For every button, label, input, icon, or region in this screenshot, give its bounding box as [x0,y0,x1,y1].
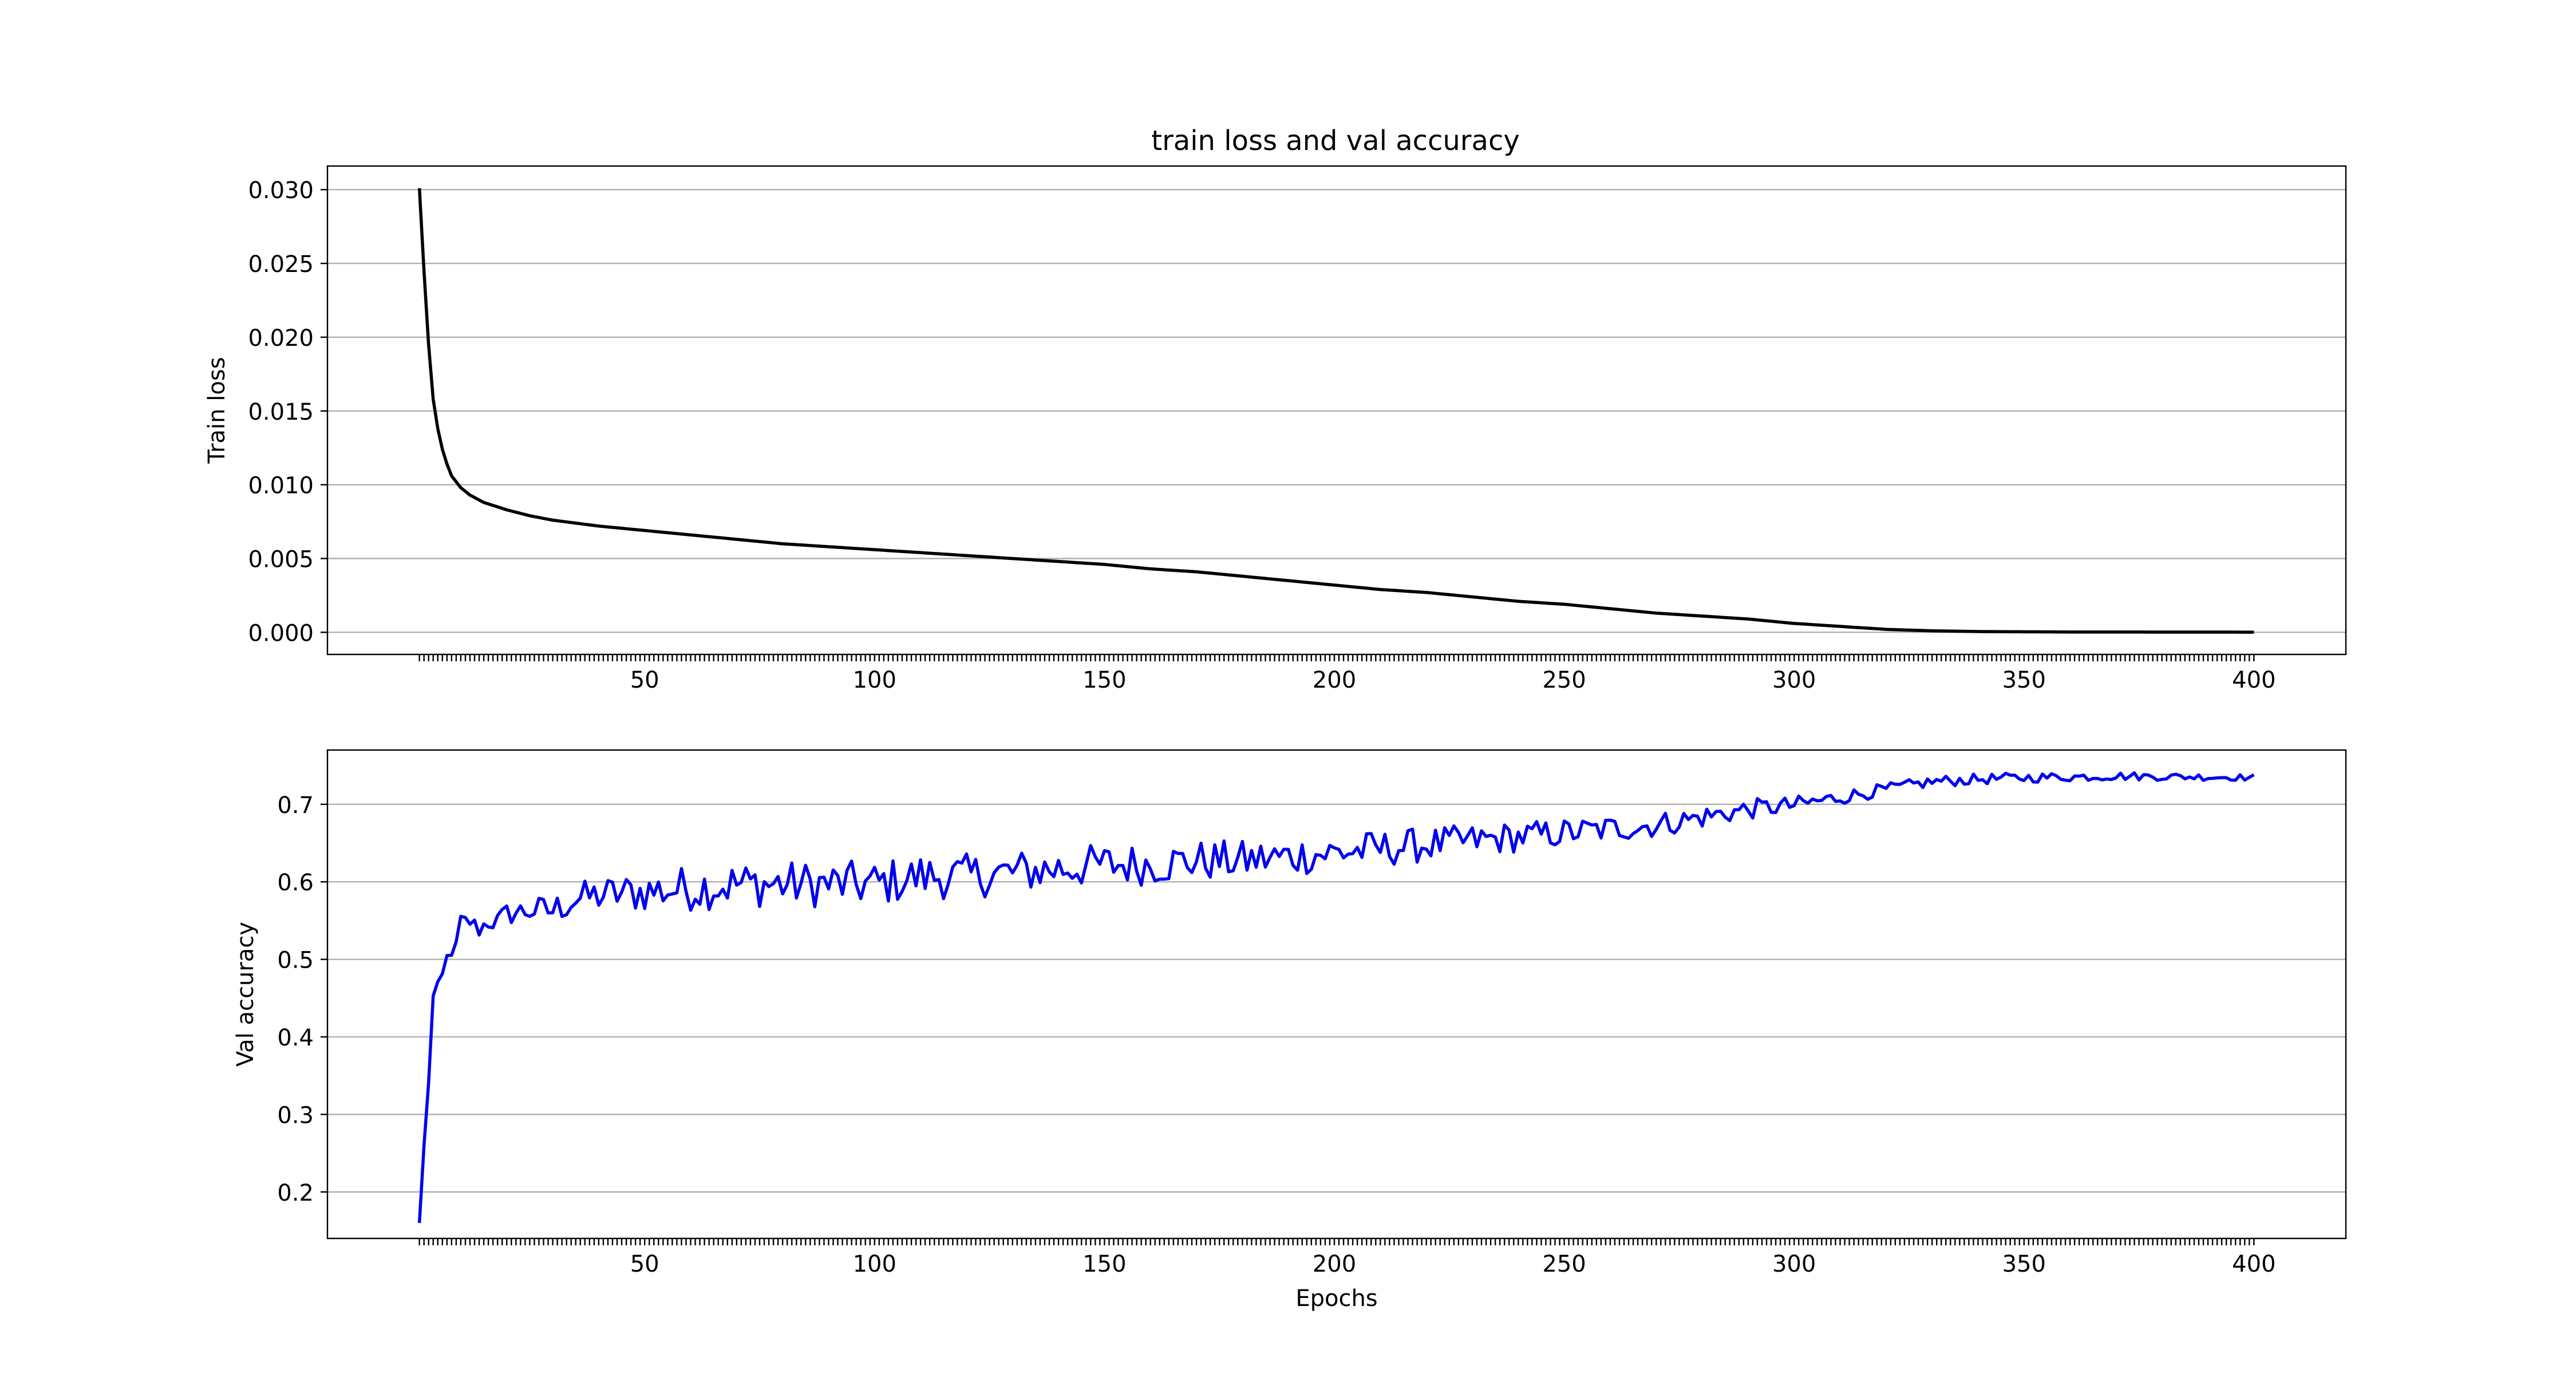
y-axis-label: Train loss [204,357,230,464]
y-tick-label: 0.005 [248,546,314,573]
x-tick-label: 300 [1772,1251,1816,1277]
x-tick-label: 50 [630,1251,659,1277]
x-tick-label: 300 [1772,667,1816,693]
x-tick-label: 150 [1082,667,1126,693]
x-tick-label: 250 [1542,1251,1586,1277]
x-tick-label: 100 [853,667,896,693]
axes-frame [326,749,2347,1240]
y-tick-label: 0.025 [248,251,314,278]
y-tick-label: 0.010 [248,473,314,499]
y-tick-label: 0.2 [277,1180,314,1206]
chart-title: train loss and val accuracy [1151,125,1520,157]
x-tick-label: 400 [2232,667,2275,693]
x-tick-label: 50 [630,667,659,693]
y-tick-label: 0.015 [248,399,314,425]
chart-panel-1: 0.000 0.005 0.010 0.015 0.020 0.025 0.030 50 100… [204,165,2347,693]
y-tick-label: 0.030 [248,177,314,204]
x-tick-label: 150 [1082,1251,1126,1277]
axes-frame [326,165,2347,656]
x-minor-ticks [418,654,2255,661]
y-tick-label: 0.7 [277,792,314,819]
x-tick-label: 250 [1542,667,1586,693]
x-minor-ticks [418,1238,2255,1245]
y-tick-label: 0.3 [277,1102,314,1129]
x-tick-label: 400 [2232,1251,2275,1277]
y-tick-label: 0.000 [248,620,314,646]
y-tick-label: 0.6 [277,870,314,896]
y-tick-label: 0.5 [277,948,314,974]
x-tick-label: 350 [2002,667,2046,693]
y-axis-label: Val accuracy [232,922,259,1067]
x-tick-label: 100 [853,1251,896,1277]
series-line-1 [417,188,2254,634]
x-tick-label: 200 [1313,1251,1356,1277]
chart-panel-2: 0.2 0.3 0.4 0.5 0.6 0.7 50 100 150 200 250 300 350 40… [232,749,2347,1312]
y-tick-label: 0.020 [248,325,314,352]
y-tick-label: 0.4 [277,1025,314,1051]
x-axis-label: Epochs [1295,1285,1377,1312]
series-line-2 [417,771,2255,1224]
x-tick-label: 200 [1313,667,1356,693]
x-tick-label: 350 [2002,1251,2046,1277]
